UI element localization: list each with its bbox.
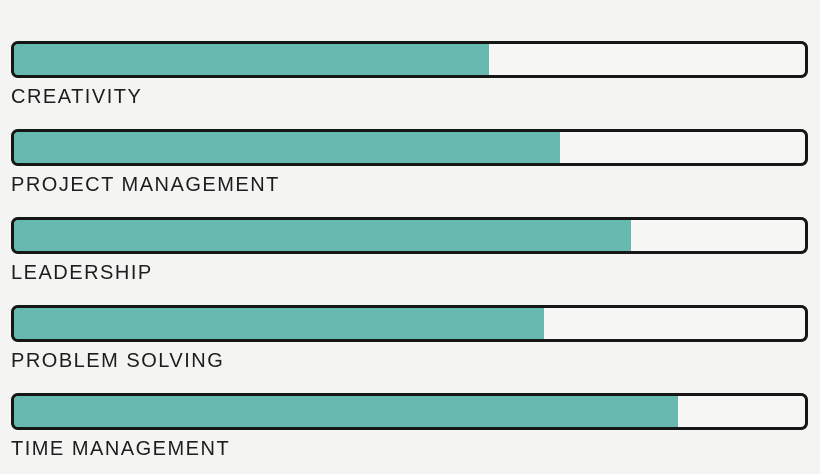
skill-bar-track (11, 393, 808, 430)
skill-label: PROJECT MANAGEMENT (11, 174, 280, 196)
skill-bar-track (11, 217, 808, 254)
skill-bar-fill (14, 308, 544, 339)
skill-row: CREATIVITY (11, 41, 808, 109)
skill-label: TIME MANAGEMENT (11, 438, 231, 460)
skill-bar-fill (14, 396, 679, 427)
skill-row: LEADERSHIP (11, 217, 808, 285)
skill-bar-track (11, 129, 808, 166)
skill-row: TIME MANAGEMENT (11, 393, 808, 461)
skill-label: PROBLEM SOLVING (11, 350, 225, 372)
skill-bar-fill (14, 44, 489, 75)
skill-row: PROJECT MANAGEMENT (11, 129, 808, 197)
skill-label: CREATIVITY (11, 86, 143, 108)
skill-label: LEADERSHIP (11, 262, 153, 284)
skill-row: PROBLEM SOLVING (11, 305, 808, 373)
skill-bar-fill (14, 132, 560, 163)
skill-bar-track (11, 305, 808, 342)
skill-bar-track (11, 41, 808, 78)
skill-bar-fill (14, 220, 631, 251)
